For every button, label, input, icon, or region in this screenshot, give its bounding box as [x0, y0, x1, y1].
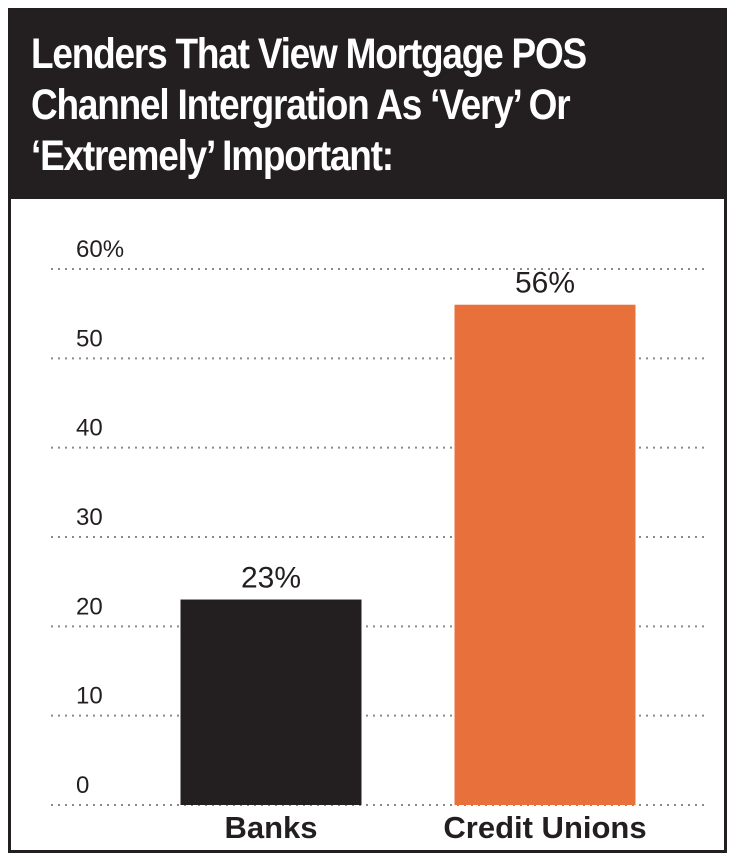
bar-banks [180, 599, 362, 805]
y-tick-label-60: 60% [76, 236, 124, 263]
y-tick-label-20: 20 [76, 593, 103, 620]
chart-header: Lenders That View Mortgage POS Channel I… [11, 11, 724, 199]
y-tick-label-0: 0 [76, 772, 89, 799]
y-tick-label-10: 10 [76, 683, 103, 710]
data-label-banks: 23% [241, 562, 301, 595]
y-tick-label-50: 50 [76, 325, 103, 352]
y-tick-label-30: 30 [76, 504, 103, 531]
bar-credit-unions [454, 304, 636, 805]
y-tick-label-40: 40 [76, 415, 103, 442]
category-label-banks: Banks [224, 810, 317, 845]
category-label-credit-unions: Credit Unions [443, 810, 646, 845]
data-label-credit-unions: 56% [515, 267, 575, 300]
bar-chart: 0 10 20 30 40 50 60% 23% Banks 56% Credit Unions [51, 236, 708, 845]
chart-frame: Lenders That View Mortgage POS Channel I… [8, 8, 727, 853]
chart-title: Lenders That View Mortgage POS Channel I… [31, 30, 587, 180]
